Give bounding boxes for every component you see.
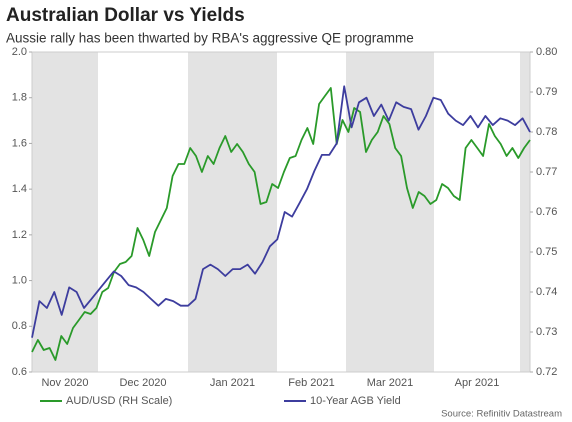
chart-subtitle: Aussie rally has been thwarted by RBA's …: [6, 31, 414, 46]
series-line: [31, 87, 531, 361]
y2-tick-label: 0.78: [536, 126, 557, 138]
month-shade: [188, 52, 277, 372]
y-tick-label: 0.8: [12, 320, 27, 332]
x-tick-label: Feb 2021: [288, 377, 334, 389]
y2-tick-label: 0.73: [536, 326, 557, 338]
plot-frame: [31, 51, 531, 373]
x-tick-label: Apr 2021: [455, 377, 500, 389]
y-tick-label: 1.8: [12, 92, 27, 104]
legend-label: AUD/USD (RH Scale): [66, 395, 172, 407]
y2-tick-label: 0.79: [536, 86, 557, 98]
y-tick-label: 1.4: [12, 183, 27, 195]
legend-label: 10-Year AGB Yield: [310, 395, 401, 407]
y-tick-label: 1.0: [12, 274, 27, 286]
x-tick-label: Mar 2021: [367, 377, 413, 389]
y2-tick-label: 0.75: [536, 246, 557, 258]
y2-tick-label: 0.72: [536, 366, 557, 378]
source-note: Source: Refinitiv Datastream: [441, 409, 562, 420]
month-shade: [32, 52, 98, 372]
x-tick-label: Dec 2020: [119, 377, 166, 389]
month-shade: [520, 52, 530, 372]
x-tick-label: Nov 2020: [41, 377, 88, 389]
y-tick-label: 1.2: [12, 229, 27, 241]
y-tick-label: 2.0: [12, 46, 27, 58]
chart-title: Australian Dollar vs Yields: [6, 5, 245, 26]
x-tick-label: Jan 2021: [210, 377, 255, 389]
y-tick-label: 0.6: [12, 366, 27, 378]
series-line: [31, 85, 531, 338]
y2-tick-label: 0.76: [536, 206, 557, 218]
y-tick-label: 1.6: [12, 137, 27, 149]
y2-tick-label: 0.77: [536, 166, 557, 178]
month-shade: [346, 52, 434, 372]
y2-tick-label: 0.80: [536, 46, 557, 58]
y2-tick-label: 0.74: [536, 286, 557, 298]
